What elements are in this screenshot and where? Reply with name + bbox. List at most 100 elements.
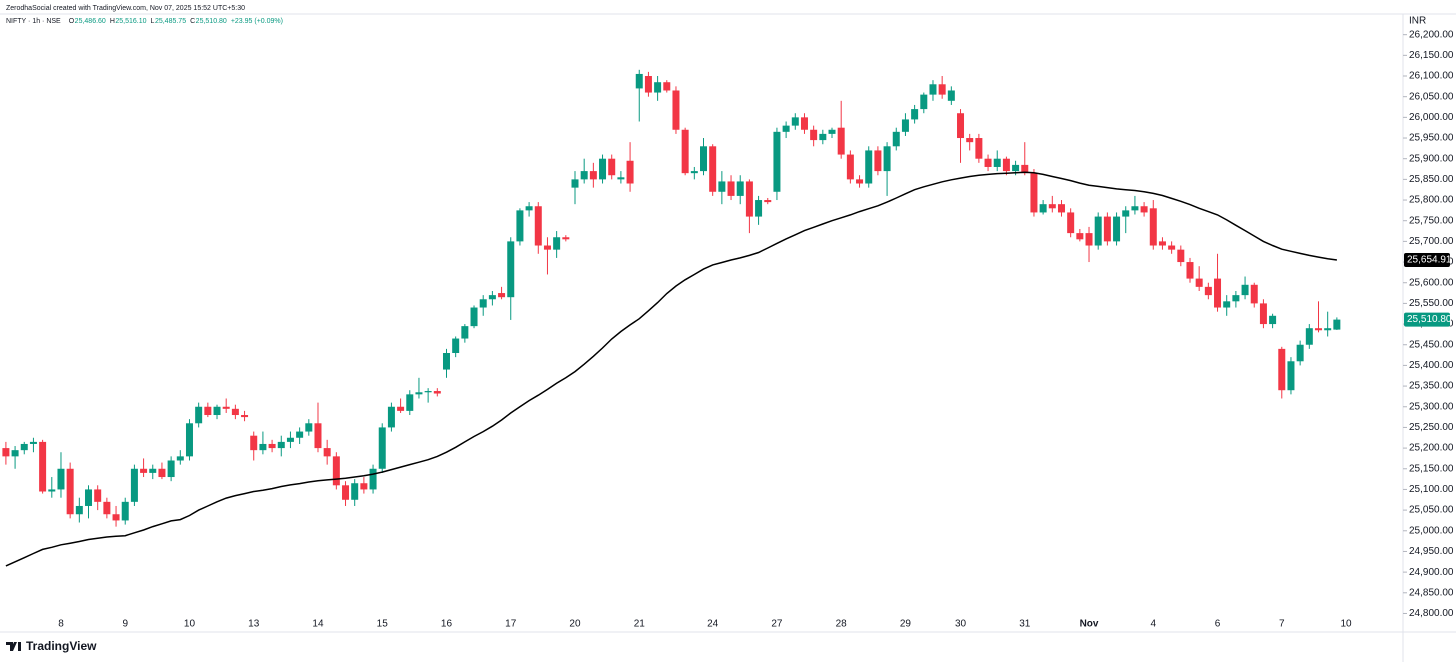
y-tick-label: 25,250.00 bbox=[1409, 422, 1454, 433]
y-tick-label: 25,300.00 bbox=[1409, 401, 1454, 412]
x-tick-label: 8 bbox=[58, 619, 64, 630]
candle-body bbox=[1287, 361, 1295, 391]
candle-body bbox=[525, 206, 533, 211]
candle-body bbox=[966, 138, 974, 143]
candle-body bbox=[856, 179, 864, 184]
y-tick-label: 25,600.00 bbox=[1409, 277, 1454, 288]
candle-body bbox=[259, 443, 267, 451]
x-tick-label: 27 bbox=[771, 619, 783, 630]
price-label-box bbox=[1404, 253, 1450, 268]
y-tick-label: 26,100.00 bbox=[1409, 71, 1454, 82]
candle-body bbox=[167, 460, 175, 478]
candle-body bbox=[94, 489, 102, 502]
candle-body bbox=[534, 206, 542, 246]
y-tick-label: 24,850.00 bbox=[1409, 587, 1454, 598]
candle-body bbox=[332, 456, 340, 486]
candle-body bbox=[1186, 262, 1194, 279]
candle-body bbox=[892, 131, 900, 147]
logo-text: TradingView bbox=[26, 639, 97, 653]
candle-body bbox=[1002, 158, 1010, 172]
candle-body bbox=[929, 84, 937, 95]
candle-body bbox=[764, 200, 772, 203]
candle-body bbox=[617, 177, 625, 180]
credit: ZerodhaSocial created with TradingView.c… bbox=[6, 5, 245, 12]
candle-body bbox=[1269, 315, 1277, 325]
candle-body bbox=[1168, 245, 1176, 250]
y-tick-label: 24,950.00 bbox=[1409, 546, 1454, 557]
candle-body bbox=[1030, 173, 1038, 213]
candle-body bbox=[29, 441, 37, 444]
x-tick-label: 30 bbox=[955, 619, 967, 630]
candle-body bbox=[690, 171, 698, 174]
candle-body bbox=[791, 117, 799, 126]
candle-body bbox=[479, 299, 487, 308]
candle-body bbox=[1314, 328, 1322, 331]
x-tick-label: 9 bbox=[122, 619, 128, 630]
candle-body bbox=[424, 391, 432, 393]
candle-body bbox=[103, 501, 111, 515]
y-tick-label: 25,950.00 bbox=[1409, 133, 1454, 144]
price-label-box bbox=[1404, 312, 1450, 327]
candle-body bbox=[268, 443, 276, 449]
candle-body bbox=[406, 394, 414, 411]
price-label: 25,510.80 bbox=[1407, 314, 1452, 325]
candle-body bbox=[305, 423, 313, 432]
candle-body bbox=[323, 448, 331, 457]
candle-body bbox=[993, 158, 1001, 167]
legend-value: 25,485.75 bbox=[155, 18, 186, 25]
candle-body bbox=[1204, 286, 1212, 296]
y-tick-label: 25,350.00 bbox=[1409, 381, 1454, 392]
y-tick-label: 26,000.00 bbox=[1409, 112, 1454, 123]
candle-body bbox=[1250, 284, 1258, 304]
y-tick-label: 25,450.00 bbox=[1409, 339, 1454, 350]
candle-body bbox=[1012, 164, 1020, 172]
candle-body bbox=[644, 76, 652, 93]
candles bbox=[2, 69, 1341, 527]
x-tick-label: 16 bbox=[441, 619, 453, 630]
candle-body bbox=[433, 391, 441, 394]
candle-body bbox=[736, 181, 744, 196]
x-tick-label: Nov bbox=[1080, 619, 1099, 630]
candle-body bbox=[369, 468, 377, 490]
y-tick-label: 24,900.00 bbox=[1409, 567, 1454, 578]
candle-body bbox=[11, 450, 19, 457]
candle-body bbox=[1324, 328, 1332, 331]
candle-body bbox=[700, 146, 708, 172]
legend-key: O bbox=[69, 18, 75, 25]
legend-key: C bbox=[190, 18, 195, 25]
x-tick-label: 29 bbox=[900, 619, 912, 630]
y-tick-label: 26,050.00 bbox=[1409, 91, 1454, 102]
candle-body bbox=[342, 485, 350, 500]
candle-body bbox=[1140, 206, 1148, 213]
y-tick-label: 25,750.00 bbox=[1409, 215, 1454, 226]
legend-value: 25,510.80 bbox=[196, 18, 227, 25]
candle-body bbox=[140, 468, 148, 473]
x-tick-label: 14 bbox=[312, 619, 324, 630]
candle-body bbox=[1122, 210, 1130, 217]
x-tick-label: 10 bbox=[184, 619, 196, 630]
y-tick-label: 25,200.00 bbox=[1409, 443, 1454, 454]
currency: INR bbox=[1409, 16, 1426, 27]
candle-body bbox=[1296, 344, 1304, 362]
candle-body bbox=[360, 483, 368, 490]
candle-body bbox=[222, 406, 230, 409]
candle-body bbox=[663, 82, 671, 91]
candle-body bbox=[57, 468, 65, 490]
y-tick-label: 25,800.00 bbox=[1409, 195, 1454, 206]
candle-body bbox=[543, 245, 551, 250]
candle-body bbox=[782, 125, 790, 132]
candle-body bbox=[1214, 278, 1222, 308]
price-label: 25,654.91 bbox=[1407, 255, 1452, 266]
candle-body bbox=[608, 158, 616, 176]
candle-body bbox=[2, 448, 10, 457]
x-tick-label: 21 bbox=[634, 619, 646, 630]
candle-body bbox=[195, 406, 203, 424]
candle-body bbox=[1158, 241, 1166, 246]
y-tick-label: 25,900.00 bbox=[1409, 153, 1454, 164]
candle-body bbox=[800, 117, 808, 130]
candle-body bbox=[397, 406, 405, 411]
x-tick-label: 17 bbox=[505, 619, 517, 630]
candle-body bbox=[718, 181, 726, 192]
candle-body bbox=[773, 131, 781, 192]
candle-body bbox=[1057, 204, 1065, 213]
